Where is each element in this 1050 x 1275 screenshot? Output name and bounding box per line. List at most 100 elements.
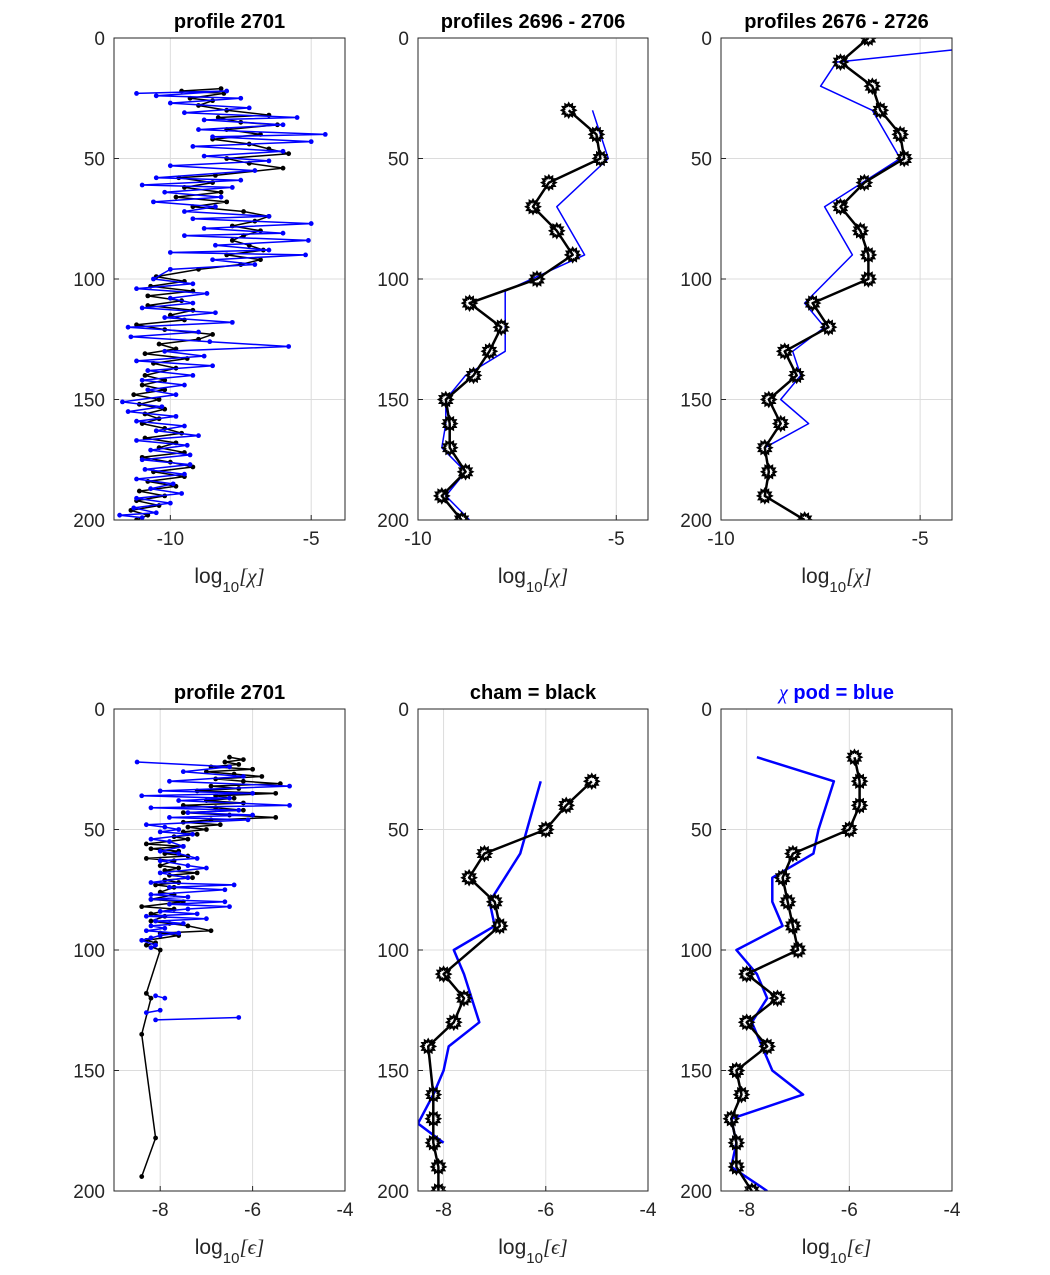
data-point	[231, 882, 237, 888]
data-point	[148, 896, 154, 902]
data-point-marker	[851, 221, 870, 240]
data-point-marker	[436, 390, 455, 409]
chart-title-symbol: χ	[777, 682, 789, 704]
data-point	[143, 928, 149, 934]
data-point	[266, 247, 272, 253]
chart-panel-5: -8 -6 -4 0 50 100 150 200 cham = black log10[ϵ]	[377, 682, 657, 1267]
x-axis-label: log10[ϵ]	[498, 1235, 568, 1267]
y-tick-label: 150	[680, 391, 712, 412]
data-point	[280, 148, 286, 154]
data-point-marker	[722, 1109, 741, 1128]
data-point	[258, 257, 263, 263]
data-point	[148, 935, 154, 941]
data-point	[162, 387, 168, 393]
data-point	[139, 937, 145, 943]
data-point	[240, 807, 246, 813]
data-point	[204, 916, 209, 922]
x-tick-label: -6	[244, 1200, 261, 1221]
data-point	[148, 911, 154, 917]
data-point	[134, 286, 139, 292]
data-point	[266, 158, 272, 164]
y-tick-label: 100	[73, 270, 105, 291]
data-point	[240, 774, 246, 779]
data-point	[222, 899, 228, 905]
data-point	[180, 843, 186, 849]
data-point	[280, 122, 286, 128]
data-point	[190, 144, 196, 149]
data-point	[148, 880, 154, 885]
data-point	[266, 213, 272, 219]
data-point	[190, 373, 196, 378]
series-line-blue	[137, 761, 291, 949]
data-point	[201, 117, 207, 123]
data-point	[208, 783, 214, 789]
data-point	[145, 368, 151, 373]
data-point	[213, 204, 218, 210]
x-tick-label: -10	[404, 529, 431, 550]
data-point	[167, 500, 173, 506]
x-tick-label: -4	[337, 1200, 354, 1221]
data-point	[286, 344, 292, 349]
y-tick-label: 50	[84, 150, 105, 171]
data-point	[142, 351, 148, 357]
data-point	[227, 904, 232, 910]
data-point	[182, 209, 187, 214]
data-point	[143, 1010, 149, 1016]
data-point-marker	[485, 892, 504, 911]
data-point	[120, 399, 125, 405]
data-point	[287, 783, 292, 789]
plot-area	[432, 101, 610, 520]
data-point-marker	[460, 294, 479, 312]
data-point-marker	[547, 221, 566, 240]
data-point	[185, 824, 191, 830]
y-tick-label: 50	[388, 150, 409, 171]
data-point	[252, 262, 258, 267]
data-point-marker	[819, 318, 838, 337]
data-point-marker	[863, 77, 882, 96]
data-point	[151, 199, 156, 205]
data-point	[194, 831, 200, 837]
data-point-marker	[591, 149, 610, 168]
data-point	[153, 993, 158, 999]
data-point	[229, 185, 235, 190]
data-point	[176, 865, 182, 871]
plot-area	[418, 772, 601, 1191]
data-point	[210, 332, 215, 337]
data-point	[143, 942, 149, 948]
data-point	[157, 870, 163, 876]
data-point-marker	[732, 1085, 751, 1104]
data-point-marker	[424, 1133, 443, 1152]
data-point	[182, 233, 187, 239]
data-point-marker	[855, 173, 874, 192]
data-point	[294, 115, 300, 120]
data-point	[173, 392, 179, 398]
data-point-marker	[895, 149, 914, 168]
data-point	[139, 377, 145, 383]
y-tick-label: 100	[73, 941, 105, 962]
y-tick-label: 150	[680, 1062, 712, 1083]
data-point-marker	[557, 796, 576, 815]
x-axis-label: log10[χ]	[801, 564, 871, 596]
data-point	[182, 423, 187, 429]
chart-title: profiles 2676 - 2726	[744, 11, 929, 33]
data-point	[156, 397, 162, 402]
data-point-marker	[536, 820, 555, 839]
data-point	[142, 373, 148, 378]
data-point	[308, 139, 314, 145]
data-point	[148, 918, 154, 924]
data-point-marker	[528, 270, 546, 288]
plot-area	[755, 38, 952, 520]
data-point	[151, 276, 156, 282]
data-point	[179, 491, 185, 496]
data-point-marker	[859, 270, 878, 288]
data-point-marker	[768, 989, 787, 1008]
data-point	[134, 517, 139, 520]
data-point-marker	[424, 1085, 443, 1104]
data-point	[238, 177, 244, 183]
data-point	[131, 505, 137, 511]
data-point	[204, 827, 209, 832]
data-point	[252, 168, 258, 173]
y-tick-label: 100	[680, 270, 712, 291]
data-point-marker	[755, 438, 774, 457]
